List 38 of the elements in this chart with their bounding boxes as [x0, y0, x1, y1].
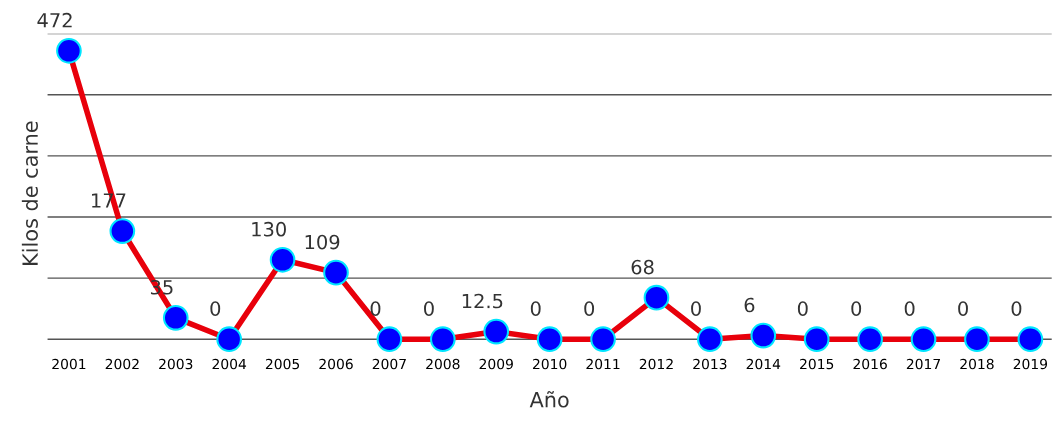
- data-label: 12.5: [462, 293, 503, 309]
- data-label: 0: [210, 301, 221, 317]
- data-label: 0: [691, 301, 701, 317]
- data-label: 68: [631, 259, 654, 275]
- x-tick-label: 2003: [159, 358, 193, 370]
- data-label: 472: [37, 12, 72, 28]
- x-tick-label: 2017: [906, 358, 941, 370]
- x-tick-label: 2012: [639, 358, 673, 370]
- x-tick-label: 2001: [52, 358, 86, 370]
- x-tick-label: 2015: [800, 358, 834, 370]
- x-tick-label: 2011: [586, 358, 620, 370]
- x-tick-label: 2014: [746, 358, 781, 370]
- x-tick-label: 2004: [212, 358, 247, 370]
- x-tick-label: 2010: [532, 358, 567, 370]
- y-axis-title: Kilos de carne: [21, 121, 38, 265]
- data-label: 0: [904, 301, 915, 317]
- data-label: 0: [797, 301, 808, 317]
- x-tick-label: 2008: [426, 358, 460, 370]
- x-tick-label: 2018: [960, 358, 994, 370]
- x-tick-label: 2002: [105, 358, 139, 370]
- data-label: 0: [530, 301, 541, 317]
- data-label: 109: [305, 234, 340, 250]
- x-tick-label: 2007: [372, 358, 406, 370]
- data-label: 0: [584, 301, 595, 317]
- data-label: 0: [851, 301, 862, 317]
- x-tick-label: 2016: [853, 358, 887, 370]
- data-label: 6: [744, 297, 755, 313]
- x-tick-label: 2019: [1013, 358, 1048, 370]
- x-tick-label: 2006: [319, 358, 353, 370]
- data-label: 0: [424, 301, 434, 317]
- x-tick-label: 2013: [693, 358, 727, 370]
- x-tick-label: 2009: [479, 358, 513, 370]
- x-axis-title: Año: [529, 391, 569, 408]
- data-label: 0: [1011, 301, 1022, 317]
- x-tick-label: 2005: [265, 358, 300, 370]
- data-label: 130: [252, 221, 286, 237]
- data-label: 0: [370, 301, 381, 317]
- data-label: 0: [958, 301, 968, 317]
